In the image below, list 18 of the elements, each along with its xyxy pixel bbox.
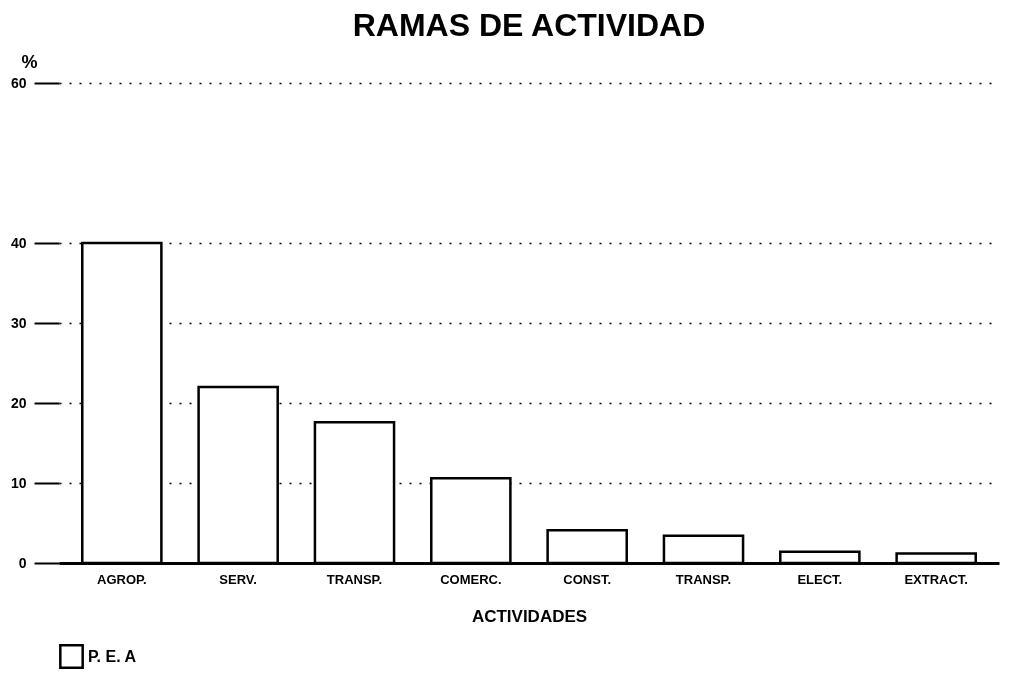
- x-axis-title: ACTIVIDADES: [471, 606, 588, 626]
- x-tick-label: ELECT.: [797, 571, 843, 587]
- legend-label: P. E. A: [88, 647, 137, 665]
- x-tick-label: EXTRACT.: [904, 571, 968, 587]
- x-tick-label: TRANSP.: [675, 571, 732, 587]
- y-tick-label: 30: [10, 314, 27, 331]
- y-tick-label: 10: [10, 474, 27, 491]
- y-tick-label: 20: [10, 394, 27, 411]
- x-tick-label: COMERC.: [440, 571, 502, 587]
- y-tick-label: 40: [10, 234, 27, 251]
- y-tick-label: 0: [18, 554, 27, 571]
- x-tick-label: CONST.: [563, 571, 611, 587]
- x-tick-label: AGROP.: [97, 571, 147, 587]
- y-tick-label: 60: [10, 74, 27, 91]
- x-tick-label: TRANSP.: [326, 571, 383, 587]
- chart-title: RAMAS DE ACTIVIDAD: [352, 7, 706, 43]
- y-axis-title: %: [21, 51, 38, 72]
- x-tick-label: SERV.: [219, 571, 257, 587]
